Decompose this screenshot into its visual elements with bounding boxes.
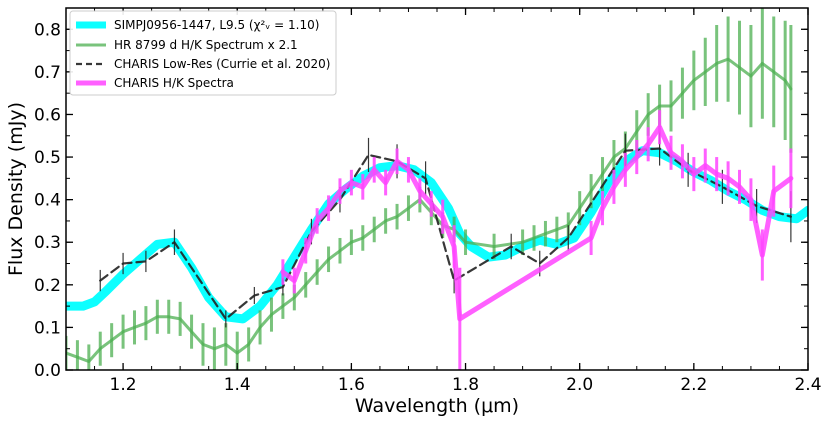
legend-box <box>69 10 337 96</box>
y-tick-label: 0.0 <box>34 361 61 381</box>
x-axis-label: Wavelength (μm) <box>355 395 519 417</box>
y-axis-label: Flux Density (mJy) <box>5 102 27 276</box>
plot-layer <box>66 8 808 370</box>
y-tick-label: 0.1 <box>34 318 61 338</box>
legend-label-hr8799d: HR 8799 d H/K Spectrum x 2.1 <box>114 38 298 52</box>
x-tick-label: 2.0 <box>566 375 593 395</box>
y-tick-label: 0.6 <box>34 105 61 125</box>
series-hr8799d <box>66 8 793 370</box>
y-tick-label: 0.3 <box>34 233 61 253</box>
axis-ticks: 1.2 1.4 1.6 1.8 2.0 2.2 2.4 0.0 0.1 0.2 0.3 0.4 0.5 0… <box>34 7 822 395</box>
series-charis-hk <box>280 110 794 370</box>
y-tick-label: 0.2 <box>34 276 61 296</box>
x-tick-label: 2.2 <box>680 375 707 395</box>
y-tick-label: 0.8 <box>34 20 61 40</box>
x-tick-label: 1.8 <box>452 375 479 395</box>
x-tick-label: 1.4 <box>224 375 251 395</box>
y-tick-label: 0.4 <box>34 191 61 211</box>
legend-label-charis-hk: CHARIS H/K Spectra <box>114 76 234 90</box>
series-line-simp <box>66 146 808 324</box>
legend: SIMPJ0956-1447, L9.5 (χ²ᵥ = 1.10) HR 879… <box>69 10 337 96</box>
series-line-hr8799d <box>66 57 793 363</box>
legend-label-charis-lowres: CHARIS Low-Res (Currie et al. 2020) <box>114 57 330 71</box>
x-tick-label: 1.2 <box>110 375 137 395</box>
series-line-charis-hk <box>280 124 794 322</box>
x-tick-label: 1.6 <box>338 375 365 395</box>
legend-label-simp: SIMPJ0956-1447, L9.5 (χ²ᵥ = 1.10) <box>114 18 319 32</box>
y-tick-label: 0.5 <box>34 148 61 168</box>
y-tick-label: 0.7 <box>34 63 61 83</box>
x-tick-label: 2.4 <box>794 375 821 395</box>
series-simp <box>66 146 808 324</box>
